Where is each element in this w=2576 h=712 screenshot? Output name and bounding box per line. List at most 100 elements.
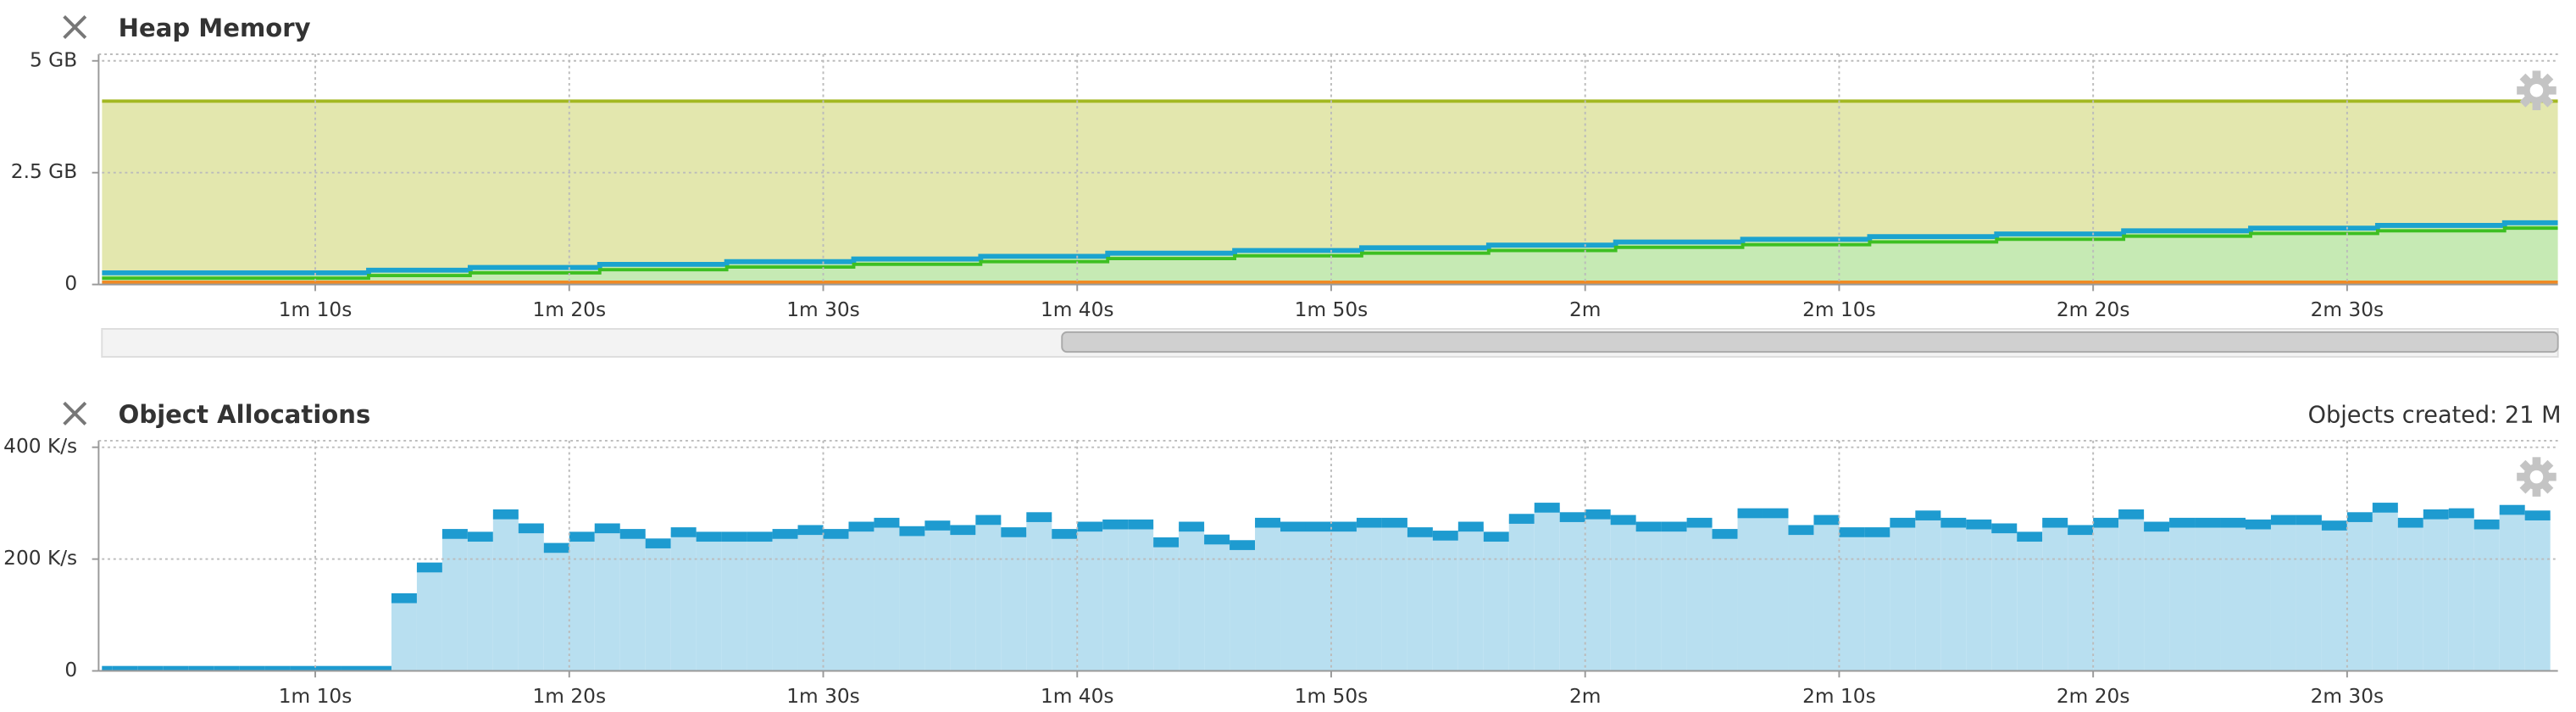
- close-button[interactable]: [63, 401, 87, 426]
- bar: [1915, 515, 1941, 671]
- bar-cap: [569, 531, 595, 542]
- x-tick-label: 2m 20s: [2057, 685, 2130, 708]
- bar: [2245, 524, 2271, 671]
- bar-cap: [341, 665, 366, 671]
- bar-cap: [1940, 517, 1967, 528]
- bar-cap: [2093, 517, 2119, 528]
- bar-cap: [1712, 529, 1738, 539]
- bar-cap: [1432, 531, 1458, 541]
- bar: [1890, 522, 1916, 671]
- x-tick-label: 2m 30s: [2311, 685, 2384, 708]
- bar: [2220, 522, 2246, 671]
- bar: [1966, 524, 1992, 671]
- y-tick-label: 0: [64, 659, 77, 681]
- bar: [1230, 545, 1256, 671]
- bar: [2296, 520, 2322, 671]
- plot-area: [102, 503, 2551, 671]
- objects-created: Objects created: 21 M: [2308, 402, 2562, 428]
- bar-cap: [721, 531, 747, 542]
- bar: [1407, 531, 1433, 671]
- bar: [2042, 522, 2068, 671]
- bar: [1508, 519, 1535, 671]
- bar-cap: [1356, 517, 1382, 528]
- bar-cap: [2372, 503, 2398, 513]
- x-tick-label: 1m 50s: [1295, 298, 1368, 321]
- bar: [543, 548, 569, 671]
- bar-cap: [1305, 521, 1331, 532]
- bar-cap: [2270, 515, 2296, 526]
- bar-cap: [1737, 508, 1763, 519]
- bar-cap: [1255, 517, 1281, 528]
- bar: [645, 543, 671, 671]
- bar: [2169, 522, 2196, 671]
- bar-cap: [823, 529, 849, 539]
- x-tick-label: 1m 20s: [532, 685, 606, 708]
- bar-cap: [1026, 512, 1052, 522]
- x-tick-label: 1m 40s: [1041, 685, 1114, 708]
- bar: [1381, 522, 1407, 671]
- bar: [721, 537, 747, 671]
- bar: [1839, 531, 1865, 671]
- settings-gear[interactable]: [2517, 457, 2557, 497]
- bar: [416, 567, 442, 671]
- bar-cap: [1585, 509, 1611, 520]
- bar-cap: [2423, 509, 2449, 520]
- bar: [924, 526, 951, 671]
- bar: [492, 514, 519, 671]
- bar: [2144, 526, 2170, 671]
- bar: [441, 533, 468, 671]
- bar-cap: [1763, 508, 1789, 519]
- bar: [1737, 513, 1763, 671]
- bar-cap: [1890, 517, 1916, 528]
- chart: 1m 10s 1m 20s 1m 30s 1m 40s 1m 50s 2m 2m 10s 2m…: [3, 435, 2558, 708]
- bar-cap: [315, 665, 341, 671]
- bar-cap: [670, 527, 697, 537]
- bar-cap: [1407, 527, 1433, 537]
- panel-title: Heap Memory: [119, 14, 311, 42]
- chart: 1m 10s 1m 20s 1m 30s 1m 40s 1m 50s 2m 2m 10s 2m…: [11, 48, 2558, 321]
- bar: [1457, 526, 1484, 671]
- bar: [391, 598, 417, 671]
- bar-cap: [1559, 512, 1585, 522]
- bar-cap: [1915, 510, 1941, 520]
- bar: [1661, 526, 1687, 671]
- panel-title: Object Allocations: [119, 400, 371, 429]
- bar: [1280, 526, 1306, 671]
- bar-cap: [594, 523, 620, 534]
- bar: [975, 520, 1002, 671]
- x-tick-label: 2m 10s: [1802, 685, 1876, 708]
- bar-cap: [1788, 525, 1814, 536]
- bar: [1204, 539, 1230, 671]
- bar-cap: [1153, 537, 1180, 548]
- bar: [2524, 515, 2551, 671]
- bar-cap: [2524, 510, 2551, 520]
- bar: [1534, 507, 1560, 671]
- bar: [1813, 520, 1840, 671]
- close-button[interactable]: [63, 15, 87, 39]
- bar-cap: [848, 521, 874, 532]
- bar-cap: [2169, 517, 2196, 528]
- bar: [2068, 530, 2094, 671]
- bar: [1001, 531, 1027, 671]
- bar-cap: [2144, 521, 2170, 532]
- y-tick-label: 2.5 GB: [11, 160, 77, 183]
- bar: [569, 537, 595, 671]
- bar-cap: [1179, 521, 1205, 532]
- bar-cap: [747, 531, 773, 542]
- bar: [1179, 526, 1205, 671]
- bar: [2017, 537, 2043, 671]
- scrollbar-thumb[interactable]: [1061, 331, 2559, 353]
- bar-cap: [543, 542, 569, 553]
- bar: [2118, 514, 2145, 671]
- bar-cap: [2499, 504, 2525, 515]
- settings-gear[interactable]: [2517, 70, 2557, 110]
- x-tick-label: 2m 30s: [2311, 298, 2384, 321]
- bar-cap: [188, 665, 214, 671]
- x-tick-label: 1m 30s: [786, 685, 860, 708]
- bar-cap: [264, 665, 291, 671]
- bar-cap: [696, 531, 722, 542]
- x-tick-label: 2m: [1569, 685, 1601, 708]
- y-tick-label: 400 K/s: [3, 435, 77, 458]
- bar-cap: [391, 592, 417, 604]
- x-tick-label: 1m 10s: [279, 685, 353, 708]
